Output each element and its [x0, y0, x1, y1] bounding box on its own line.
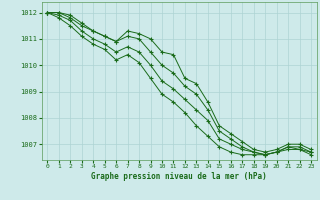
X-axis label: Graphe pression niveau de la mer (hPa): Graphe pression niveau de la mer (hPa): [91, 172, 267, 181]
